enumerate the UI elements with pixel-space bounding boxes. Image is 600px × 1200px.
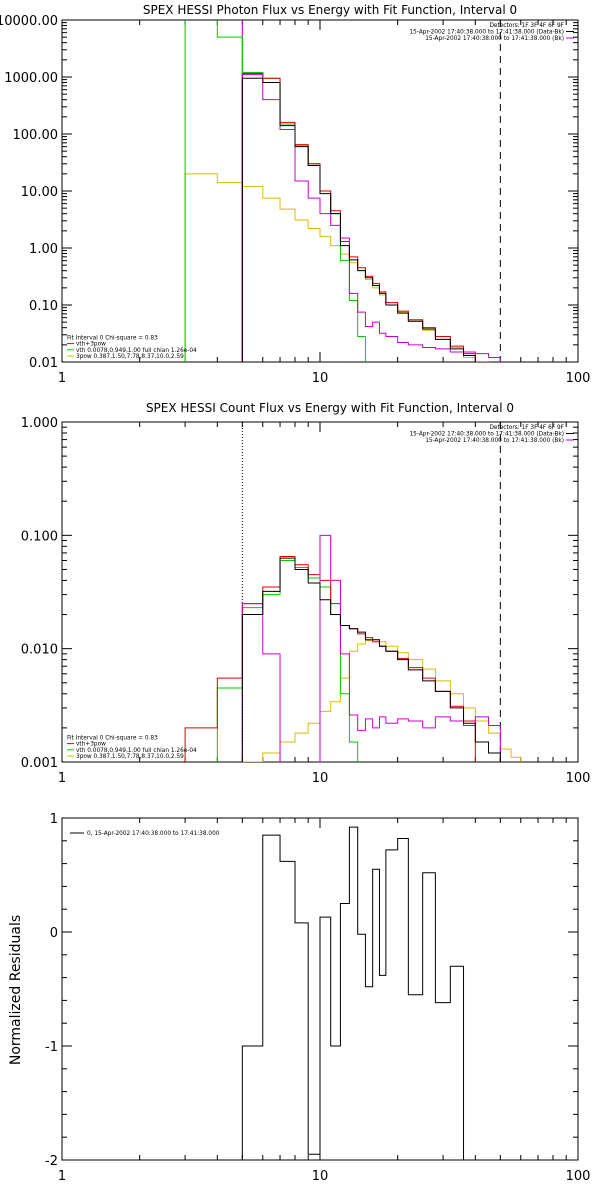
series-thermal-line: [216, 559, 359, 762]
legend-text: Fit Interval 0 Chi-square = 0.83: [67, 735, 158, 741]
legend-text: 15-Apr-2002 17:40:38.000 to 17:41:38.000…: [409, 30, 564, 36]
series-observed-line: [241, 557, 501, 762]
x-tick-label: 10: [312, 771, 329, 786]
series-group: [241, 826, 465, 1160]
y-tick-label: 100.00: [13, 128, 59, 143]
x-axis: 1 10 100: [58, 422, 591, 786]
legend-fit: Fit Interval 0 Chi-square = 0.83vth+3pow…: [67, 335, 197, 360]
legend-text: vth+3pow: [76, 342, 106, 348]
y-axis: 0.001 0.010 0.100 1.000: [21, 416, 578, 771]
legend-text: Detectors: 1F 3F 4F 6F 9F: [489, 425, 564, 431]
legend-text: Detectors: 1F 3F 4F 6F 9F: [489, 23, 564, 29]
y-tick-label: 10.00: [21, 185, 58, 200]
legend-text: 0, 15-Apr-2002 17:40:38.000 to 17:41:38.…: [87, 831, 220, 837]
series-observed-line: [241, 77, 476, 362]
x-tick-label: 1: [58, 1169, 66, 1184]
chart-title: SPEX HESSI Count Flux vs Energy with Fit…: [146, 401, 514, 415]
y-tick-label: 0.100: [21, 529, 58, 544]
series-group: [184, 534, 522, 762]
y-tick-label: 1000.00: [4, 71, 58, 86]
y-tick-label: 10000.00: [0, 14, 58, 29]
legend-text: vth 0.0078,0.949,1.00 full chian 1.26e-0…: [76, 348, 197, 354]
y-tick-label: 0.01: [29, 356, 58, 371]
x-tick-label: 1: [58, 771, 66, 786]
series-group: [184, 20, 501, 362]
y-tick-label: 1: [50, 812, 58, 827]
x-tick-label: 10: [312, 1169, 329, 1184]
y-tick-label: 0.001: [21, 756, 58, 771]
x-tick-label: 100: [566, 771, 591, 786]
series-observed-line: [241, 826, 465, 1160]
y-tick-label: -2: [45, 1154, 58, 1169]
legend-fit: Fit Interval 0 Chi-square = 0.83vth+3pow…: [67, 735, 197, 760]
series-background-line: [241, 74, 501, 362]
legend-text: vth 0.0078,0.949,1.00 full chian 1.26e-0…: [76, 748, 197, 754]
x-axis: 1 10 100: [58, 818, 591, 1184]
legend-text: 15-Apr-2002 17:40:38.000 to 17:41:38.000…: [409, 432, 564, 438]
legend-text: 3pow 0.387,1.50,7.78,8.37,10.0,2.59: [76, 354, 184, 360]
x-tick-label: 10: [312, 371, 329, 386]
legend-top: 0, 15-Apr-2002 17:40:38.000 to 17:41:38.…: [70, 831, 220, 837]
y-axis-label: Normalized Residuals: [8, 915, 24, 1065]
y-tick-label: 1.000: [21, 416, 58, 431]
legend-text: vth+3pow: [76, 742, 106, 748]
legend-text: 15-Apr-2002 17:40:38.000 to 17:41:38.000…: [425, 36, 564, 42]
x-tick-label: 100: [566, 1169, 591, 1184]
x-tick-label: 100: [566, 371, 591, 386]
y-tick-label: 0: [50, 926, 58, 941]
y-tick-label: 0.010: [21, 643, 58, 658]
y-axis: 1 0 -1 -2: [45, 812, 578, 1169]
legend-text: Fit Interval 0 Chi-square = 0.83: [67, 335, 158, 341]
photon-flux-panel: SPEX HESSI Photon Flux vs Energy with Fi…: [0, 3, 591, 386]
legend-text: 15-Apr-2002 17:40:38.000 to 17:41:38.000…: [425, 438, 564, 444]
x-tick-label: 1: [58, 371, 66, 386]
y-tick-label: -1: [45, 1040, 58, 1055]
chart-title: SPEX HESSI Photon Flux vs Energy with Fi…: [143, 3, 517, 17]
y-axis: 0.01 0.10 1.00 10.00 100.00 1000.00 10000.00: [0, 14, 578, 371]
series-background-line: [241, 534, 501, 762]
y-tick-label: 0.10: [29, 299, 58, 314]
count-flux-panel: SPEX HESSI Count Flux vs Energy with Fit…: [21, 401, 591, 786]
y-tick-label: 1.00: [29, 242, 58, 257]
legend-text: 3pow 0.387,1.50,7.78,8.37,10.0,2.59: [76, 754, 184, 760]
